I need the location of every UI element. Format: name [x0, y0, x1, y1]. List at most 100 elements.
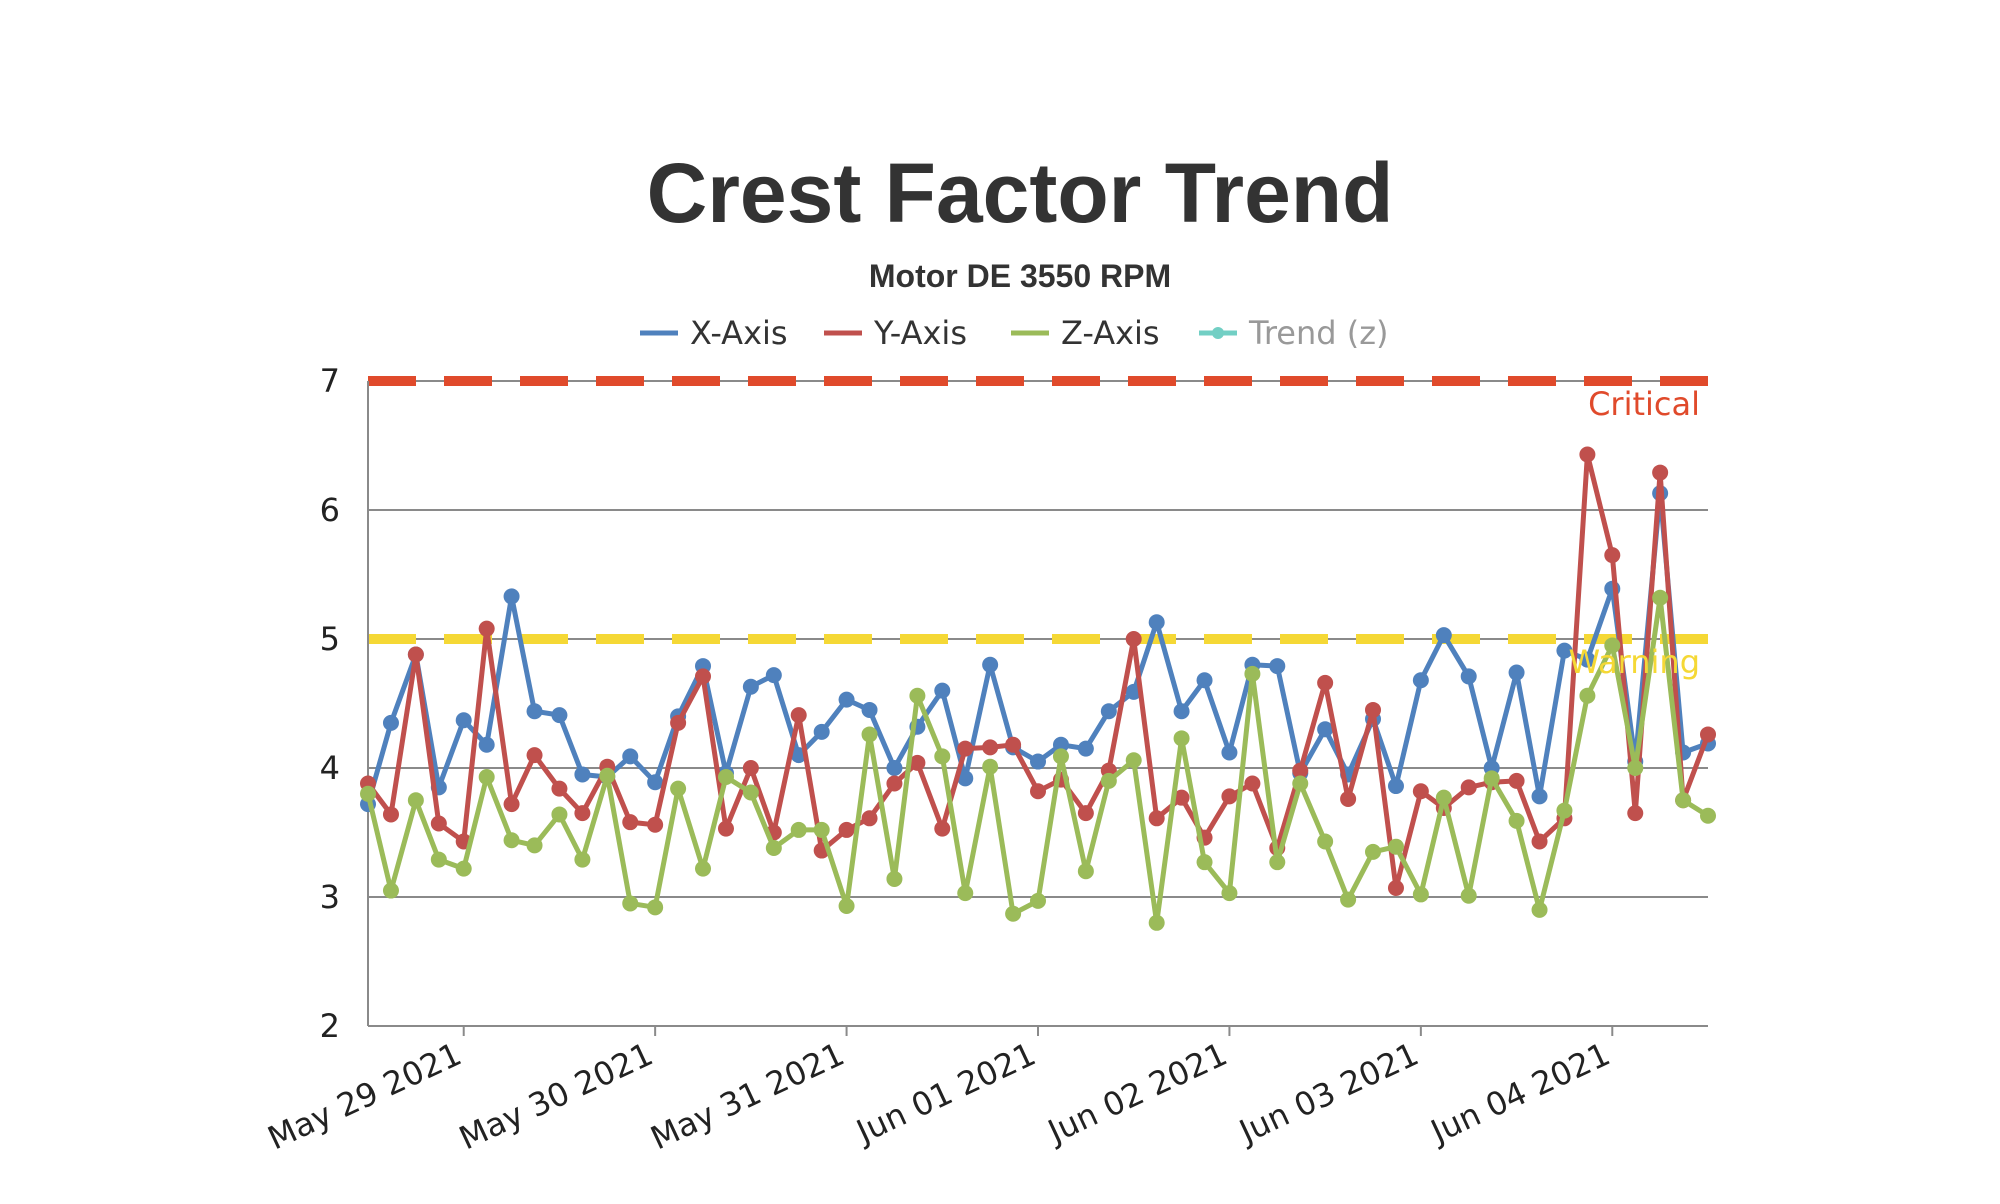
data-point-x-axis [1030, 753, 1046, 770]
data-point-x-axis [1412, 672, 1429, 689]
data-point-x-axis [861, 701, 878, 718]
data-point-z-axis [1148, 914, 1165, 931]
data-point-z-axis [1435, 789, 1452, 806]
data-point-z-axis [1460, 887, 1477, 904]
data-point-y-axis [1604, 547, 1621, 564]
data-point-z-axis [717, 769, 734, 786]
data-point-x-axis [455, 712, 472, 729]
data-point-y-axis [1292, 762, 1309, 779]
data-point-x-axis [765, 667, 782, 684]
series-line-y-axis [365, 452, 1711, 891]
data-point-z-axis [765, 839, 782, 856]
data-point-y-axis [1460, 779, 1477, 796]
data-point-x-axis [982, 656, 999, 673]
data-point-x-axis [551, 707, 568, 724]
xtick-label: May 31 2021 [645, 1035, 850, 1158]
ytick-label: 4 [320, 749, 340, 787]
data-point-y-axis [551, 780, 568, 797]
data-point-y-axis [670, 714, 687, 731]
data-point-z-axis [1340, 891, 1357, 908]
data-point-x-axis [1173, 703, 1190, 720]
data-point-x-axis [647, 774, 664, 791]
data-point-z-axis [478, 769, 495, 786]
data-point-y-axis [1531, 833, 1548, 850]
legend-item-z-axis[interactable]: Z-Axis [1011, 314, 1160, 352]
data-point-x-axis [813, 723, 830, 740]
data-point-y-axis [1030, 783, 1046, 800]
legend-item-x-axis[interactable]: X-Axis [640, 314, 788, 352]
series-z-axis [360, 589, 1716, 931]
data-point-z-axis [957, 885, 974, 902]
data-point-y-axis [695, 668, 711, 685]
data-point-x-axis [1196, 672, 1213, 689]
data-point-z-axis [1244, 665, 1261, 682]
data-point-z-axis [1196, 854, 1213, 871]
legend-label-trend-z: Trend (z) [1248, 314, 1389, 352]
xtick-label: May 30 2021 [453, 1035, 658, 1158]
data-point-y-axis [909, 754, 926, 771]
legend-item-trend-z[interactable]: Trend (z) [1199, 314, 1389, 352]
data-point-y-axis [717, 820, 734, 837]
series-x-axis [360, 485, 1716, 813]
ytick-label: 2 [320, 1007, 340, 1045]
data-point-y-axis [1365, 701, 1381, 718]
data-point-x-axis [957, 770, 974, 787]
data-point-x-axis [382, 714, 399, 731]
data-point-y-axis [1579, 446, 1596, 463]
data-point-z-axis [1579, 687, 1596, 704]
data-point-x-axis [1556, 642, 1573, 659]
data-point-z-axis [670, 780, 687, 797]
data-point-y-axis [1077, 805, 1094, 822]
data-point-z-axis [790, 821, 807, 838]
data-point-z-axis [1483, 770, 1500, 787]
data-point-x-axis [934, 682, 951, 699]
data-point-z-axis [622, 895, 639, 912]
data-point-x-axis [1077, 740, 1094, 757]
data-point-x-axis [1052, 736, 1069, 753]
legend-item-y-axis[interactable]: Y-Axis [824, 314, 967, 352]
data-point-x-axis [1317, 721, 1334, 738]
data-point-z-axis [599, 767, 616, 784]
data-point-x-axis [1531, 788, 1548, 805]
data-point-y-axis [1148, 810, 1165, 827]
data-point-x-axis [838, 691, 855, 708]
data-point-x-axis [1435, 627, 1452, 644]
legend: X-Axis Y-Axis Z-Axis Trend (z) [640, 314, 1389, 352]
data-point-y-axis [1387, 879, 1404, 896]
data-point-z-axis [1077, 863, 1094, 880]
data-point-z-axis [360, 785, 376, 802]
ytick-label: 7 [320, 362, 340, 400]
threshold-label-warning: Warning [1568, 643, 1700, 681]
data-point-y-axis [1244, 775, 1261, 792]
data-point-x-axis [478, 736, 495, 753]
data-point-z-axis [1700, 807, 1716, 824]
data-point-y-axis [1412, 783, 1429, 800]
data-point-y-axis [790, 707, 807, 724]
data-point-z-axis [1412, 886, 1429, 903]
data-point-z-axis [1317, 833, 1334, 850]
data-point-z-axis [1627, 760, 1644, 776]
xtick-label: Jun 03 2021 [1232, 1035, 1424, 1152]
data-point-y-axis [526, 747, 543, 764]
data-point-y-axis [1340, 790, 1357, 807]
legend-marker-trend-z [1212, 327, 1224, 339]
chart-title: Crest Factor Trend [647, 146, 1394, 240]
data-point-z-axis [1292, 775, 1309, 792]
data-point-x-axis [1269, 658, 1286, 675]
data-point-y-axis [742, 760, 759, 776]
data-point-z-axis [695, 860, 711, 877]
data-point-z-axis [647, 899, 664, 916]
data-point-z-axis [503, 832, 520, 849]
data-point-y-axis [430, 815, 447, 832]
data-point-x-axis [1508, 664, 1525, 681]
data-point-z-axis [886, 870, 903, 887]
data-point-z-axis [909, 687, 926, 704]
data-point-z-axis [838, 898, 855, 915]
data-point-y-axis [838, 821, 855, 838]
data-point-x-axis [1387, 778, 1404, 795]
data-point-y-axis [1005, 736, 1022, 753]
data-point-z-axis [742, 784, 759, 801]
data-point-z-axis [982, 758, 999, 775]
